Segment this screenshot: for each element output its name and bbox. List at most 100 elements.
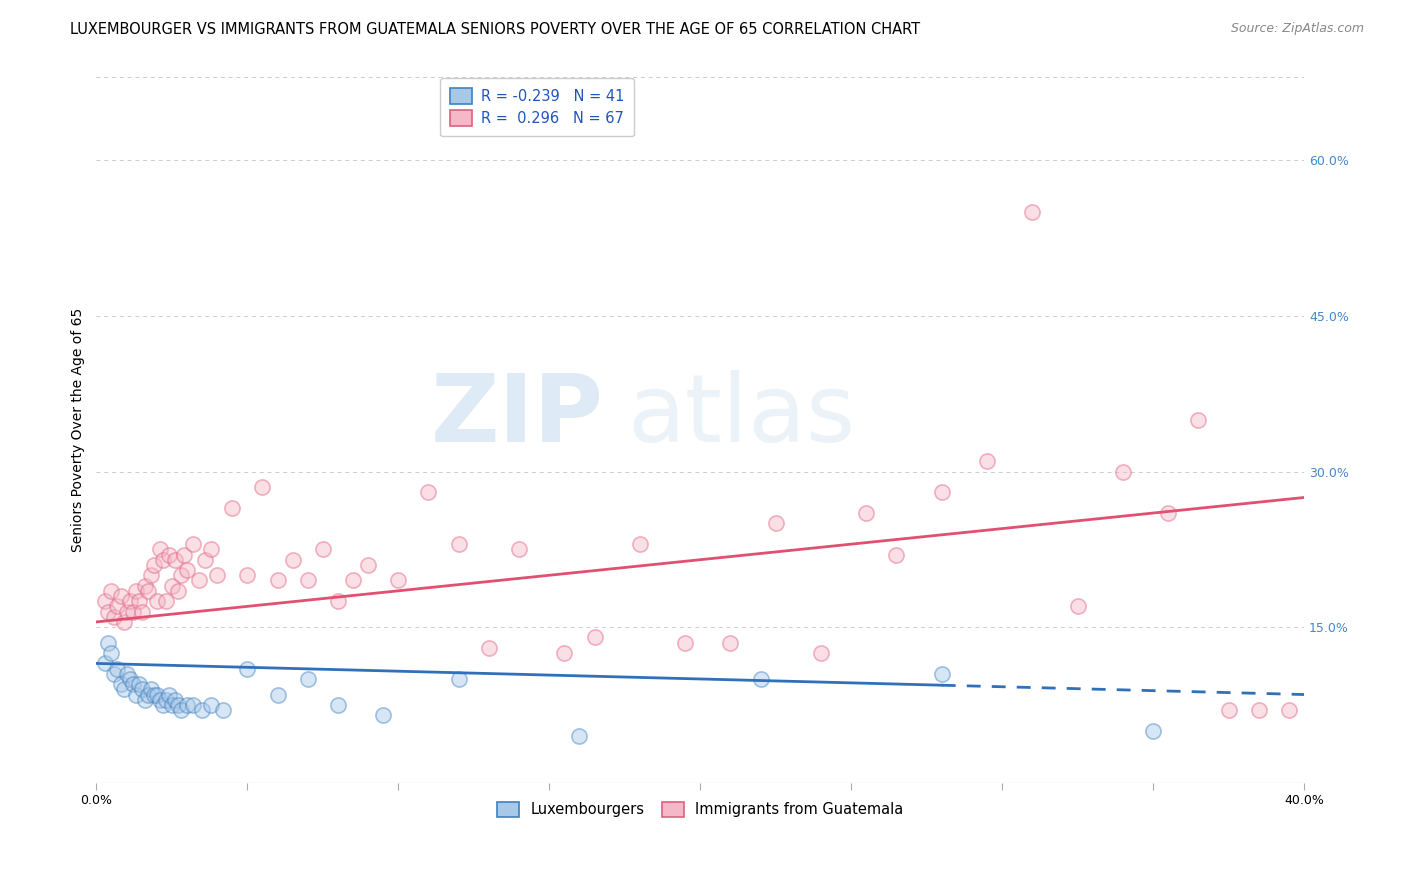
Point [478,640,501,655]
Point [194,552,217,566]
Point [373,708,395,723]
Point [205,568,228,582]
Point [387,574,409,588]
Point [810,646,832,660]
Point [160,579,183,593]
Point [139,682,162,697]
Point [855,506,877,520]
Point [100,583,122,598]
Point [128,677,150,691]
Point [121,605,143,619]
Point [212,703,235,717]
Point [191,703,214,717]
Point [107,662,129,676]
Point [447,672,470,686]
Point [160,698,183,712]
Point [142,558,165,572]
Point [128,594,150,608]
Point [149,542,172,557]
Point [673,635,696,649]
Point [163,552,186,566]
Point [236,568,259,582]
Point [124,688,146,702]
Point [1021,205,1043,219]
Point [136,583,159,598]
Point [142,688,165,702]
Point [553,646,575,660]
Point [110,589,132,603]
Point [718,635,741,649]
Point [1066,599,1088,614]
Point [357,558,380,572]
Point [297,672,319,686]
Point [100,646,122,660]
Point [266,688,288,702]
Point [1278,703,1301,717]
Point [157,548,180,562]
Point [1247,703,1270,717]
Point [112,682,135,697]
Point [1218,703,1240,717]
Point [1142,723,1164,738]
Point [139,568,162,582]
Point [155,594,177,608]
Point [134,579,156,593]
Text: atlas: atlas [627,370,856,462]
Point [1157,506,1180,520]
Point [167,583,190,598]
Point [418,485,440,500]
Point [118,594,141,608]
Point [583,631,606,645]
Point [167,698,190,712]
Legend: Luxembourgers, Immigrants from Guatemala: Luxembourgers, Immigrants from Guatemala [489,794,911,825]
Y-axis label: Seniors Poverty Over the Age of 65: Seniors Poverty Over the Age of 65 [72,308,86,552]
Point [181,537,204,551]
Point [326,594,349,608]
Point [134,692,156,706]
Point [107,599,129,614]
Point [181,698,204,712]
Text: LUXEMBOURGER VS IMMIGRANTS FROM GUATEMALA SENIORS POVERTY OVER THE AGE OF 65 COR: LUXEMBOURGER VS IMMIGRANTS FROM GUATEMAL… [70,22,921,37]
Point [121,677,143,691]
Point [112,615,135,629]
Point [200,698,222,712]
Point [110,677,132,691]
Point [508,542,530,557]
Point [94,657,117,671]
Point [297,574,319,588]
Point [136,688,159,702]
Point [152,698,174,712]
Point [749,672,772,686]
Point [568,729,591,743]
Point [157,688,180,702]
Point [131,682,153,697]
Point [1112,465,1135,479]
Point [103,666,125,681]
Point [173,548,195,562]
Text: Source: ZipAtlas.com: Source: ZipAtlas.com [1230,22,1364,36]
Point [155,692,177,706]
Point [886,548,908,562]
Point [447,537,470,551]
Point [266,574,288,588]
Point [145,688,167,702]
Point [152,552,174,566]
Point [103,609,125,624]
Text: ZIP: ZIP [430,370,603,462]
Point [131,605,153,619]
Point [145,594,167,608]
Point [252,480,274,494]
Point [236,662,259,676]
Point [124,583,146,598]
Point [170,703,193,717]
Point [170,568,193,582]
Point [149,692,172,706]
Point [976,454,998,468]
Point [312,542,335,557]
Point [931,485,953,500]
Point [94,594,117,608]
Point [97,605,120,619]
Point [118,672,141,686]
Point [342,574,364,588]
Point [97,635,120,649]
